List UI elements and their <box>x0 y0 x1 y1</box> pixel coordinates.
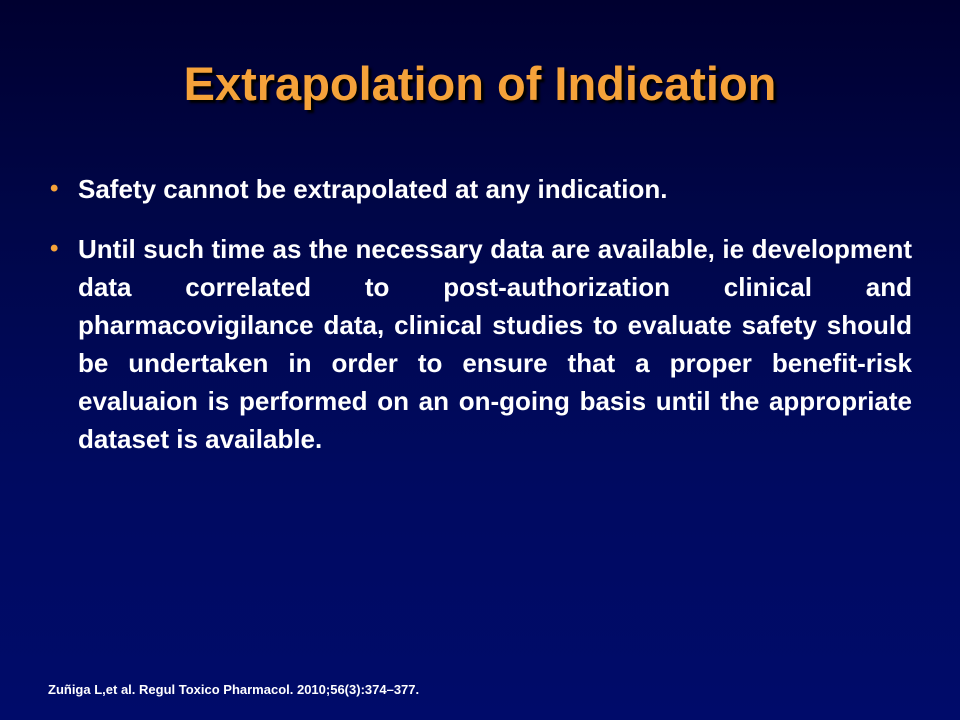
bullet-text: Until such time as the necessary data ar… <box>78 234 912 454</box>
bullet-item: • Safety cannot be extrapolated at any i… <box>48 170 912 208</box>
bullet-dot-icon: • <box>50 175 59 202</box>
slide-title: Extrapolation of Indication <box>183 57 777 110</box>
bullet-dot-icon: • <box>50 235 59 262</box>
bullet-list: • Safety cannot be extrapolated at any i… <box>48 170 912 480</box>
citation: Zuñiga L,et al. Regul Toxico Pharmacol. … <box>48 682 420 697</box>
bullet-text: Safety cannot be extrapolated at any ind… <box>78 174 668 204</box>
bullet-item: • Until such time as the necessary data … <box>48 230 912 458</box>
